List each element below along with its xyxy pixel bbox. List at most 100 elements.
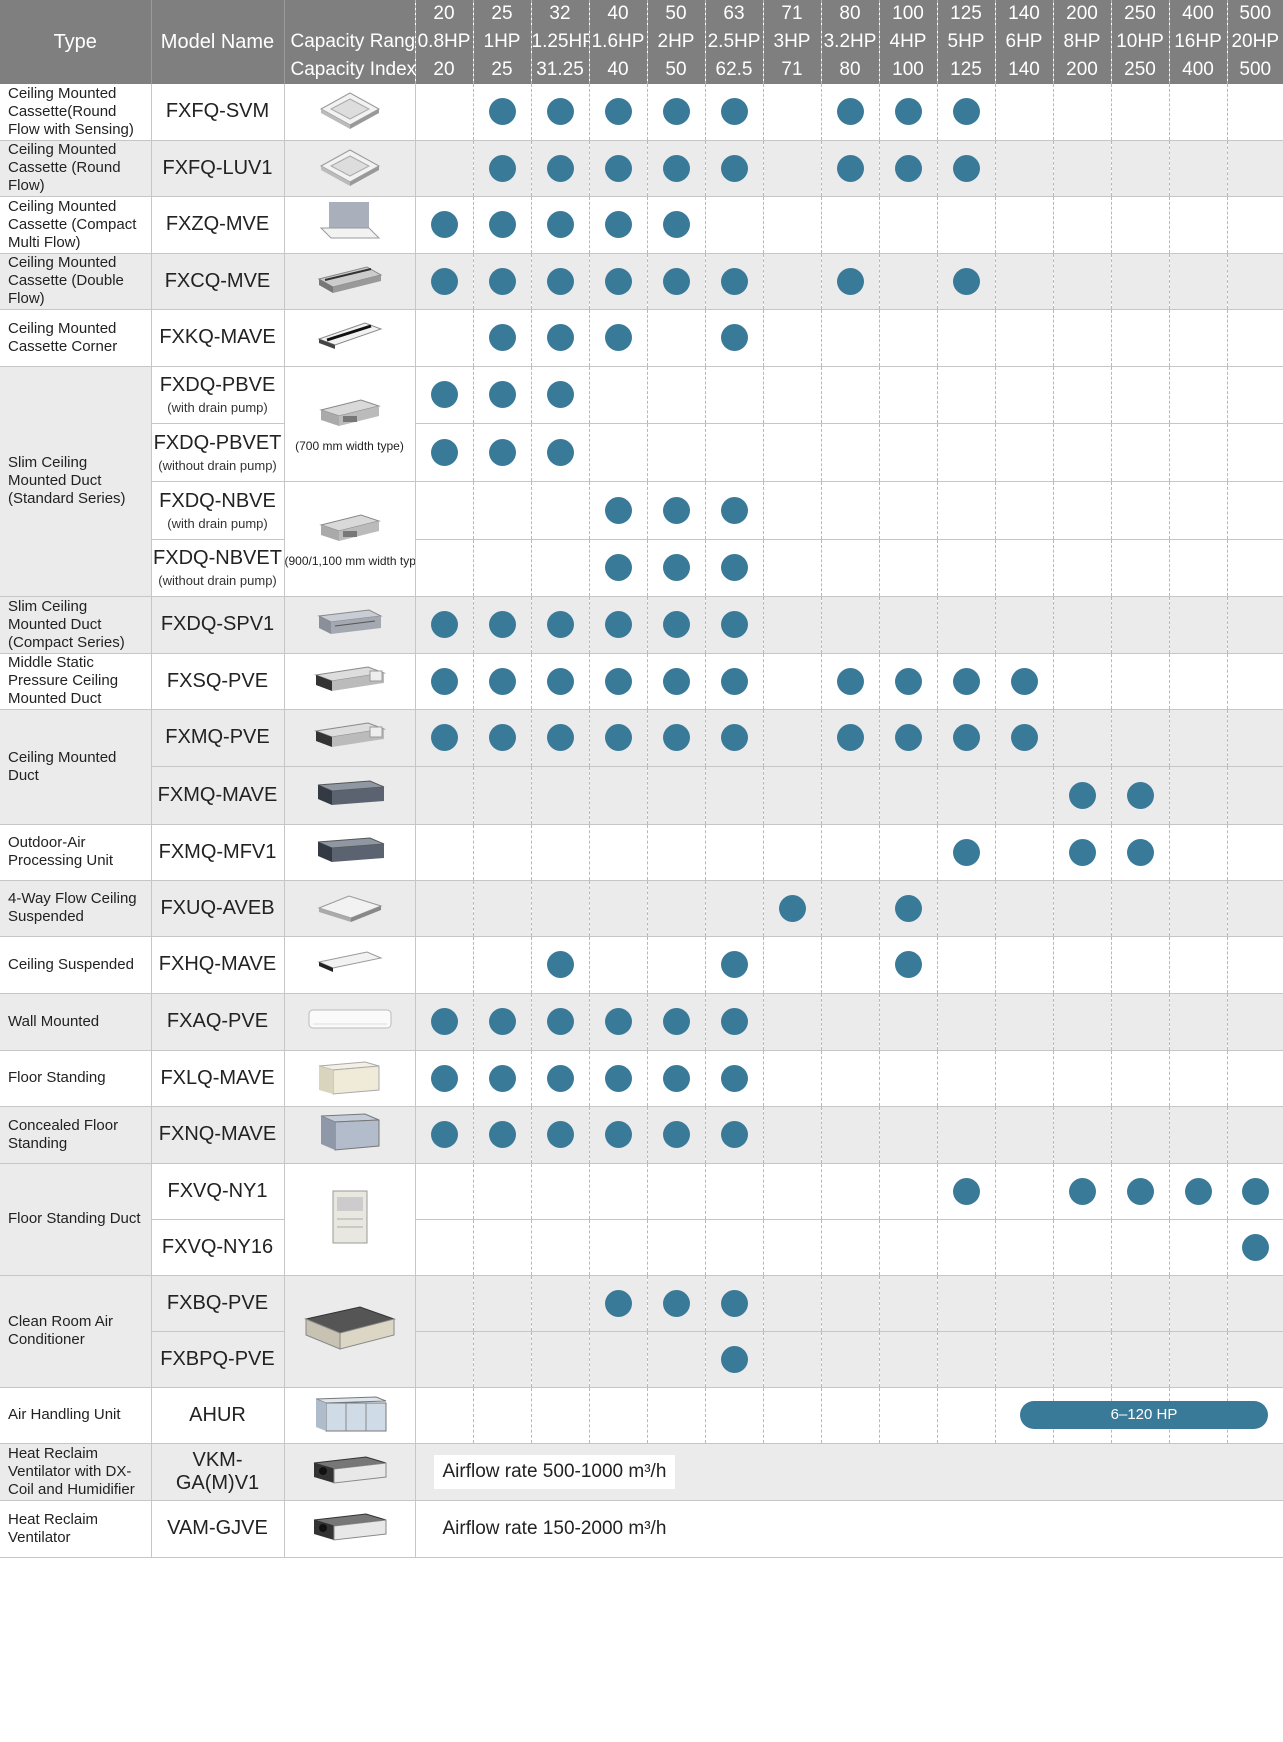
capacity-cell — [1110, 993, 1169, 1051]
capacity-cell — [530, 766, 589, 825]
model-name: FXSQ-PVE — [166, 669, 269, 692]
capacity-cell — [878, 253, 937, 310]
capacity-cell — [994, 253, 1053, 310]
cassette-double-icon — [285, 259, 415, 304]
model-subtitle: (without drain pump) — [158, 573, 277, 588]
capacity-cell — [704, 1331, 763, 1388]
capacity-hp-11: 8HP — [1052, 28, 1111, 56]
available-dot — [952, 838, 980, 866]
capacity-cell — [820, 880, 879, 937]
capacity-cell — [1226, 880, 1283, 937]
capacity-cell — [878, 1331, 937, 1388]
model-name-cell: FXSQ-PVE — [151, 653, 285, 710]
capacity-index-10: 140 — [994, 56, 1053, 84]
model-name-cell: FXMQ-MAVE — [151, 766, 285, 825]
capacity-cell — [646, 253, 705, 310]
unit-type-label: Ceiling Mounted Duct — [0, 709, 152, 825]
airflow-rate-label: Airflow rate 500-1000 m³/h — [433, 1454, 676, 1489]
available-dot — [488, 324, 516, 351]
table-row: FXDQ-NBVET (without drain pump) — [0, 539, 1283, 597]
available-dot — [662, 211, 690, 238]
available-dot — [720, 611, 748, 638]
capacity-cell — [1226, 1106, 1283, 1164]
capacity-cell — [1168, 709, 1227, 767]
cassette-corner-icon — [285, 315, 415, 360]
capacity-index-1: 25 — [472, 56, 531, 84]
capacity-hp-4: 2HP — [646, 28, 705, 56]
capacity-cell — [704, 936, 763, 994]
capacity-cell — [414, 993, 473, 1051]
model-name: FXDQ-NBVET — [153, 547, 282, 569]
capacity-cell — [1052, 196, 1111, 254]
capacity-cell — [530, 1275, 589, 1332]
table-row: Air Handling Unit AHUR — [0, 1387, 1283, 1444]
capacity-cell — [820, 1050, 879, 1107]
capacity-cell — [704, 253, 763, 310]
capacity-cell — [762, 1106, 821, 1164]
available-dot — [430, 267, 458, 295]
capacity-cell — [646, 84, 705, 141]
capacity-cell — [994, 880, 1053, 937]
available-dot — [1126, 781, 1154, 809]
available-dot — [604, 724, 632, 751]
width-type-note: (900/1,100 mm width type) — [284, 554, 415, 568]
unit-image-cell: (900/1,100 mm width type) — [284, 481, 416, 597]
available-dot — [720, 667, 748, 695]
model-name: AHUR — [189, 1403, 246, 1426]
capacity-cell — [1110, 880, 1169, 937]
capacity-cell — [588, 766, 647, 825]
table-row: Ceiling Mounted Cassette (Round Flow) FXF… — [0, 140, 1283, 197]
table-row: Ceiling Suspended FXHQ-MAVE — [0, 936, 1283, 994]
unit-image-cell — [284, 140, 416, 197]
capacity-cell — [820, 1387, 879, 1444]
capacity-cell — [530, 309, 589, 367]
capacity-cell — [820, 1163, 879, 1220]
table-row: Concealed Floor Standing FXNQ-MAVE — [0, 1106, 1283, 1164]
capacity-cell — [472, 824, 531, 881]
capacity-range-label: Capacity Range — [284, 28, 415, 56]
available-dot — [546, 438, 574, 466]
capacity-cell — [530, 196, 589, 254]
capacity-cell — [704, 653, 763, 710]
capacity-cell — [472, 196, 531, 254]
capacity-cell — [414, 423, 473, 482]
capacity-cell — [646, 1387, 705, 1444]
cassette-compact-icon — [285, 198, 415, 251]
available-dot — [430, 381, 458, 408]
cassette-round-icon — [285, 144, 415, 193]
capacity-cell — [878, 993, 937, 1051]
capacity-cell — [530, 140, 589, 197]
capacity-cell — [820, 709, 879, 767]
capacity-cell — [936, 880, 995, 937]
available-dot — [488, 667, 516, 695]
capacity-cell — [588, 253, 647, 310]
capacity-cell — [878, 423, 937, 482]
available-dot — [604, 1008, 632, 1035]
capacity-cell — [1168, 366, 1227, 424]
capacity-cell — [762, 936, 821, 994]
capacity-cell — [820, 1106, 879, 1164]
available-dot — [430, 1121, 458, 1148]
model-name: FXMQ-PVE — [165, 726, 270, 748]
unit-type-label: Concealed Floor Standing — [0, 1106, 152, 1164]
capacity-cell — [994, 140, 1053, 197]
model-name: FXBQ-PVE — [166, 1291, 269, 1314]
available-dot — [604, 667, 632, 695]
available-dot — [720, 1345, 748, 1373]
model-column-header: Model Name — [151, 0, 285, 84]
table-row: Heat Reclaim Ventilator with DX-Coil and… — [0, 1443, 1283, 1501]
capacity-cell — [936, 596, 995, 654]
capacity-cell — [878, 140, 937, 197]
capacity-cell — [994, 1163, 1053, 1220]
capacity-cell — [472, 539, 531, 597]
capacity-cell — [994, 766, 1053, 825]
capacity-cell — [414, 1331, 473, 1388]
available-dot — [546, 324, 574, 351]
capacity-cell — [530, 1163, 589, 1220]
model-subtitle: (with drain pump) — [167, 400, 268, 415]
capacity-cell — [414, 1219, 473, 1276]
available-dot — [604, 267, 632, 295]
available-dot — [430, 611, 458, 638]
model-name: FXFQ-LUV1 — [162, 156, 273, 179]
capacity-cell — [1052, 824, 1111, 881]
